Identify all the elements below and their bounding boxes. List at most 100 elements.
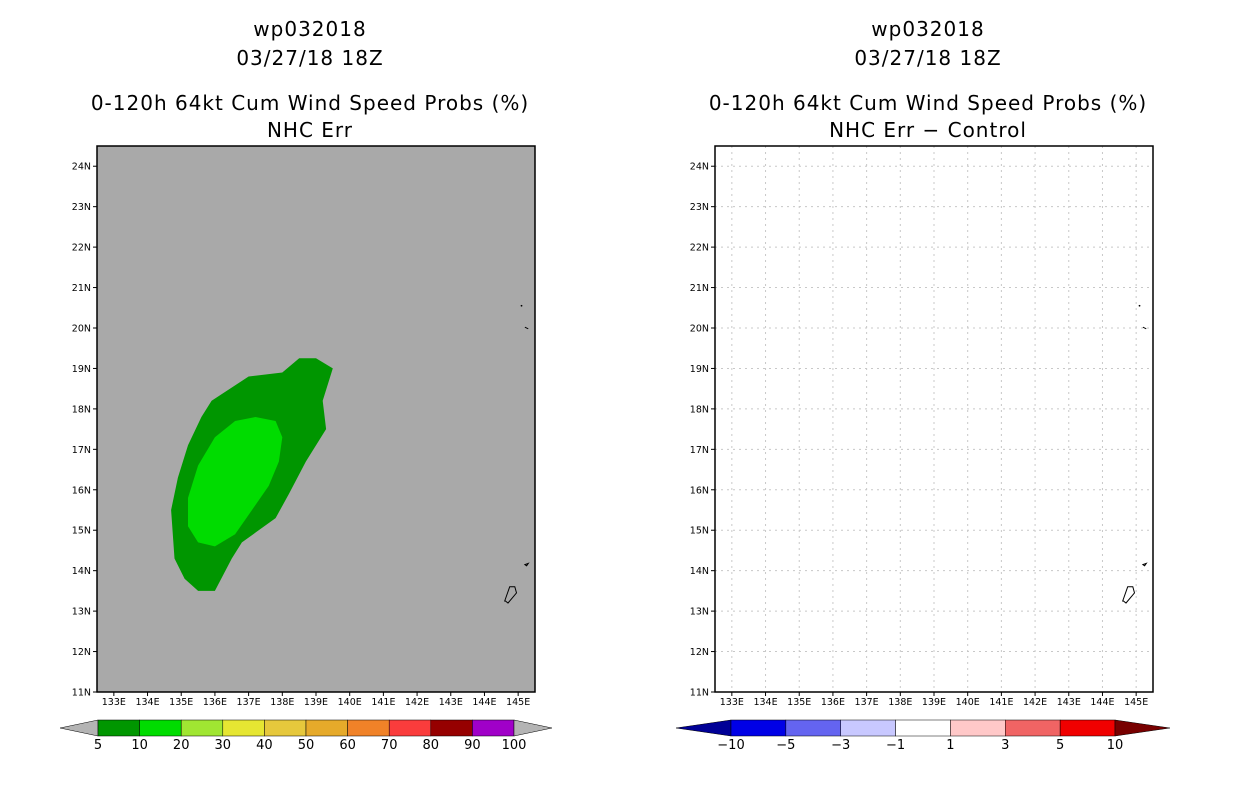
x-tick-label: 140E — [338, 697, 362, 708]
y-tick-label: 22N — [72, 243, 91, 254]
right-datetime: 03/27/18 18Z — [854, 46, 1002, 70]
y-tick-label: 15N — [690, 526, 709, 537]
x-tick-label: 142E — [1023, 697, 1047, 708]
colorbar-label: 100 — [502, 738, 527, 753]
left-subtitle: 0-120h 64kt Cum Wind Speed Probs (%) NHC… — [40, 90, 580, 144]
x-tick-label: 145E — [1124, 697, 1148, 708]
right-subtitle: 0-120h 64kt Cum Wind Speed Probs (%) NHC… — [658, 90, 1198, 144]
colorbar-label: 10 — [131, 738, 148, 753]
y-tick-label: 22N — [690, 243, 709, 254]
colorbar-swatch — [347, 719, 390, 737]
y-tick-label: 12N — [690, 647, 709, 658]
left-subtitle-main: 0-120h 64kt Cum Wind Speed Probs (%) — [90, 91, 530, 115]
x-tick-label: 143E — [1057, 697, 1081, 708]
colorbar-label: −3 — [831, 738, 850, 753]
x-tick-label: 138E — [888, 697, 912, 708]
colorbar-swatch — [430, 719, 473, 737]
x-tick-label: 139E — [922, 697, 946, 708]
colorbar-label: 20 — [173, 738, 190, 753]
colorbar-swatch — [840, 719, 896, 737]
y-tick-label: 17N — [690, 445, 709, 456]
x-tick-label: 141E — [371, 697, 395, 708]
y-tick-label: 23N — [72, 202, 91, 213]
x-tick-label: 133E — [102, 697, 126, 708]
colorbar-label: 3 — [1001, 738, 1009, 753]
y-tick-label: 13N — [690, 607, 709, 618]
colorbar-swatch — [388, 719, 432, 737]
x-tick-label: 145E — [506, 697, 530, 708]
x-tick-label: 143E — [439, 697, 463, 708]
y-tick-label: 12N — [72, 647, 91, 658]
panel-left: 133E 134E 135E 136E 137E 138E 139E 140E 141E 142E… — [59, 145, 553, 753]
colorbar-low-arrow — [675, 719, 732, 737]
colorbar-label: 5 — [94, 738, 102, 753]
colorbar-label: 80 — [423, 738, 440, 753]
island-rota — [523, 562, 530, 567]
right-panel-label: NHC Err − Control — [829, 118, 1027, 142]
colorbar-label: 5 — [1056, 738, 1064, 753]
y-tick-label: 14N — [72, 566, 91, 577]
colorbar-swatch — [97, 719, 140, 737]
colorbar: −10 −5 −3 −1 1 3 5 10 — [675, 719, 1171, 753]
right-storm-id: wp032018 — [871, 17, 985, 41]
island-rota — [1141, 562, 1148, 567]
contour-10-percent — [188, 417, 283, 547]
y-tick-label: 21N — [690, 283, 709, 294]
x-tick-label: 139E — [304, 697, 328, 708]
y-tick-label: 11N — [690, 688, 709, 699]
y-tick-label: 24N — [690, 162, 709, 173]
islet-marker — [524, 326, 529, 330]
colorbar-swatch — [222, 719, 265, 737]
y-tick-label: 20N — [690, 324, 709, 335]
y-tick-label: 19N — [690, 364, 709, 375]
x-tick-label: 133E — [720, 697, 744, 708]
x-tick-label: 138E — [270, 697, 294, 708]
y-tick-label: 17N — [72, 445, 91, 456]
left-panel-label: NHC Err — [266, 118, 354, 142]
island-guam — [1121, 586, 1136, 604]
colorbar-swatch — [895, 719, 951, 737]
islet-marker — [1142, 326, 1147, 330]
y-tick-label: 16N — [690, 485, 709, 496]
x-tick-label: 140E — [956, 697, 980, 708]
x-tick-label: 134E — [753, 697, 777, 708]
colorbar-swatch — [950, 719, 1006, 737]
right-title: wp032018 03/27/18 18Z — [658, 15, 1198, 73]
y-tick-label: 14N — [690, 566, 709, 577]
islet-marker — [1138, 304, 1141, 307]
colorbar-label: 60 — [339, 738, 356, 753]
x-tick-label: 135E — [787, 697, 811, 708]
left-datetime: 03/27/18 18Z — [236, 46, 384, 70]
x-tick-label: 144E — [1090, 697, 1114, 708]
left-storm-id: wp032018 — [253, 17, 367, 41]
y-tick-label: 18N — [690, 404, 709, 415]
x-tick-label: 142E — [405, 697, 429, 708]
colorbar-low-arrow — [59, 719, 99, 737]
y-tick-label: 16N — [72, 485, 91, 496]
colorbar-swatch — [180, 719, 224, 737]
plot-background — [715, 146, 1153, 692]
y-tick-label: 20N — [72, 324, 91, 335]
colorbar-high-arrow — [1114, 719, 1171, 737]
colorbar-label: 70 — [381, 738, 398, 753]
right-subtitle-main: 0-120h 64kt Cum Wind Speed Probs (%) — [708, 91, 1148, 115]
colorbar-swatch — [472, 719, 515, 737]
colorbar-swatch — [1005, 719, 1061, 737]
y-tick-label: 18N — [72, 404, 91, 415]
colorbar-swatch — [139, 719, 182, 737]
colorbar-swatch — [264, 719, 307, 737]
colorbar-label: 30 — [215, 738, 232, 753]
y-tick-label: 21N — [72, 283, 91, 294]
panel-right: 133E 134E 135E 136E 137E 138E 139E 140E 141E 142E… — [675, 145, 1171, 753]
y-tick-label: 24N — [72, 162, 91, 173]
y-tick-label: 19N — [72, 364, 91, 375]
colorbar-swatch — [730, 719, 787, 737]
y-tick-label: 11N — [72, 688, 91, 699]
x-tick-label: 136E — [821, 697, 845, 708]
colorbar-high-arrow — [513, 719, 553, 737]
left-title: wp032018 03/27/18 18Z — [40, 15, 580, 73]
y-tick-label: 23N — [690, 202, 709, 213]
colorbar-swatch — [1059, 719, 1116, 737]
x-tick-label: 141E — [989, 697, 1013, 708]
colorbar-swatch — [305, 719, 348, 737]
